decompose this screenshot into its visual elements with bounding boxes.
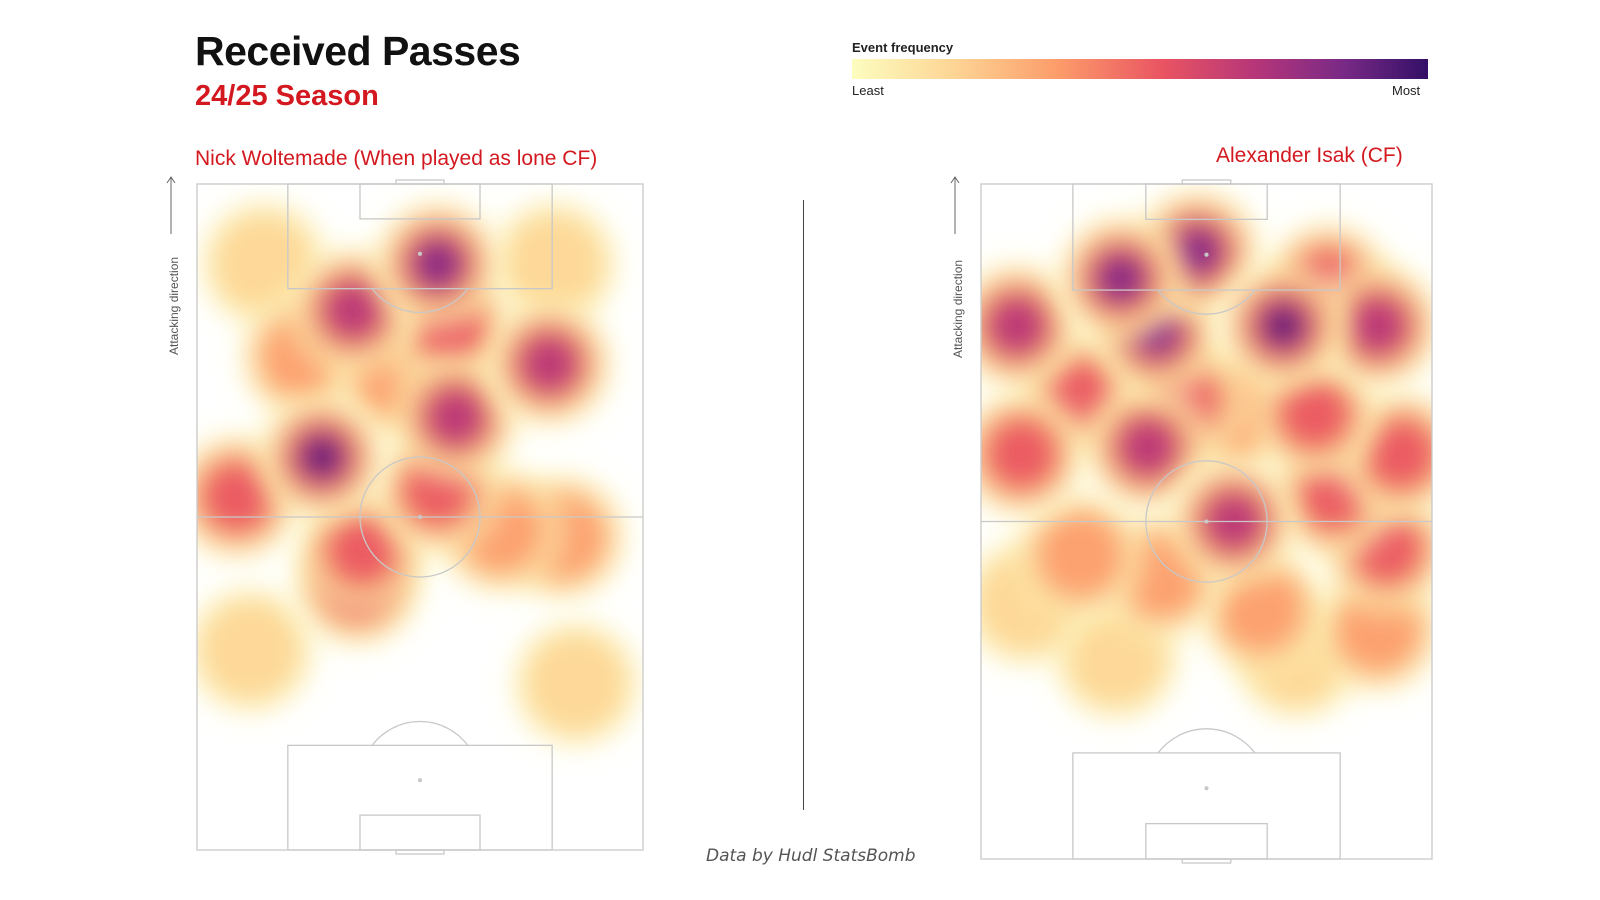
legend-least-label: Least [852, 83, 884, 98]
heat-hotspot [981, 263, 1080, 388]
legend-most-label: Most [1392, 83, 1421, 98]
player-title-woltemade: Nick Woltemade (When played as lone CF) [195, 147, 598, 170]
heat-hotspot [1018, 493, 1143, 618]
heatmap-woltemade [196, 179, 644, 855]
legend-title: Event frequency [852, 40, 954, 55]
pitch-markings [980, 179, 1433, 864]
penalty-arc-bottom [1157, 728, 1256, 754]
penalty-spot-bottom [1204, 786, 1209, 791]
data-source: Data by Hudl StatsBomb [706, 846, 916, 866]
heat-hotspot [1058, 216, 1183, 341]
heatmap-isak [980, 179, 1433, 864]
penalty-area-bottom [287, 744, 553, 851]
attacking-direction-label: Attacking direction [951, 259, 965, 358]
heat-hotspot [1252, 351, 1377, 476]
panel-divider [803, 200, 804, 810]
six-yard-box-bottom [359, 814, 481, 851]
heat-hotspot [375, 201, 500, 326]
penalty-arc-top [371, 288, 469, 314]
chart-subtitle: 24/25 Season [195, 80, 379, 112]
heat-hotspot [514, 621, 639, 746]
centre-circle [1145, 460, 1268, 583]
goal-top [395, 179, 445, 185]
attacking-direction-arrow-icon [166, 176, 176, 234]
heat-hotspot [197, 588, 313, 713]
heat-layer [981, 189, 1432, 719]
pitch-markings [196, 179, 644, 855]
goal-top [1181, 179, 1232, 185]
goal-bottom [395, 849, 445, 855]
centre-spot [417, 514, 423, 520]
heat-layer [197, 201, 639, 746]
heat-hotspot [1315, 263, 1432, 388]
legend-gradient-bar [852, 59, 1428, 79]
heat-hotspot [1085, 385, 1210, 510]
penalty-spot-top [1204, 252, 1209, 257]
penalty-arc-top [1157, 289, 1256, 315]
heat-hotspot [487, 301, 612, 426]
player-title-isak: Alexander Isak (CF) [1216, 144, 1403, 167]
attacking-direction-label: Attacking direction [167, 256, 181, 355]
penalty-spot-bottom [417, 778, 423, 783]
penalty-spot-top [417, 251, 423, 256]
centre-circle [359, 456, 481, 578]
heat-hotspot [491, 201, 616, 326]
penalty-arc-bottom [371, 720, 469, 746]
penalty-area-bottom [1072, 752, 1341, 860]
centre-spot [1204, 519, 1209, 524]
heat-hotspot [393, 355, 518, 480]
heat-hotspot [259, 395, 384, 520]
six-yard-box-bottom [1145, 822, 1268, 860]
heat-hotspot [291, 248, 416, 373]
chart-title: Received Passes [195, 28, 521, 74]
heat-hotspot [981, 392, 1084, 516]
heat-hotspot [1221, 263, 1346, 388]
goal-bottom [1181, 858, 1232, 864]
attacking-direction-arrow-icon [950, 176, 960, 234]
